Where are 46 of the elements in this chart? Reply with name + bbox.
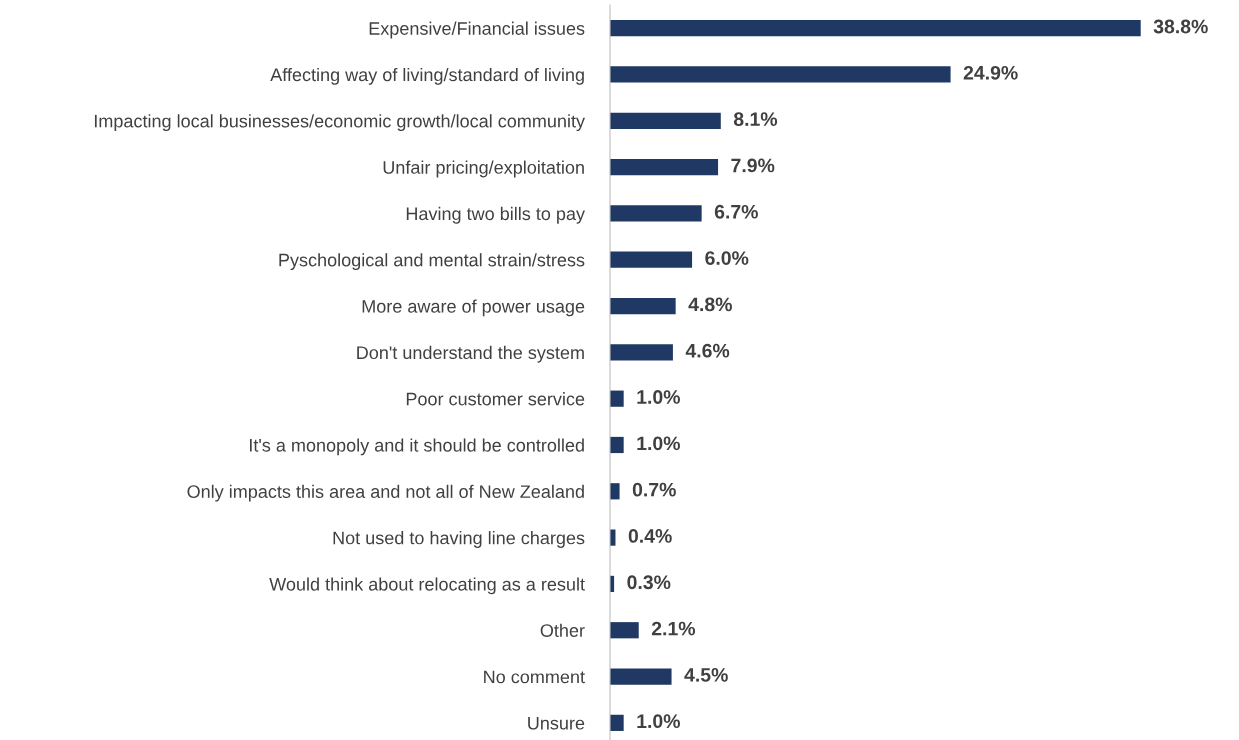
data-label: 2.1% <box>651 621 696 636</box>
y-tick-label: Pyschological and mental strain/stress <box>279 253 585 271</box>
y-tick-label: It's a monopoly and it should be controlled <box>250 438 584 456</box>
data-label: 24.9% <box>963 65 1018 80</box>
data-label: 7.9% <box>731 158 775 173</box>
y-tick-label: Don't understand the system <box>357 345 584 363</box>
bar <box>610 436 624 454</box>
bar <box>610 20 1141 37</box>
bar <box>610 112 721 129</box>
bar <box>610 251 693 268</box>
bar <box>610 158 719 176</box>
bar <box>610 344 673 361</box>
y-tick-label: Other <box>540 623 585 637</box>
data-label: 4.5% <box>684 668 728 682</box>
bar <box>610 66 951 83</box>
bar <box>610 205 702 222</box>
y-tick-label: More aware of power usage <box>362 299 585 317</box>
data-label: 4.6% <box>685 343 730 358</box>
data-label: 1.0% <box>637 436 680 451</box>
y-tick-label: Expensive/Financial issues <box>369 21 585 39</box>
bar <box>610 390 624 407</box>
data-label: 1.0% <box>637 714 680 729</box>
y-tick-label: Unfair pricing/exploitation <box>383 160 584 178</box>
y-tick-label: Having two bills to pay <box>406 206 585 224</box>
data-label: 6.0% <box>705 251 749 265</box>
y-tick-label: Unsure <box>528 716 585 730</box>
data-label: 0.4% <box>628 529 672 543</box>
data-label: 4.8% <box>688 297 732 312</box>
data-label: 0.7% <box>632 482 676 497</box>
data-label: 38.8% <box>1153 19 1208 34</box>
y-tick-label: Not used to having line charges <box>333 531 585 548</box>
bar <box>610 668 672 685</box>
y-tick-label: Would think about relocating as a result <box>269 577 585 595</box>
y-tick-label: Affecting way of living/standard of living <box>270 67 584 85</box>
bar <box>610 483 620 500</box>
y-tick-label: Impacting local businesses/economic growth/local community <box>94 114 585 132</box>
bar <box>610 622 639 639</box>
data-label: 1.0% <box>637 390 680 404</box>
bar <box>610 714 624 731</box>
y-tick-label: No comment <box>484 670 585 684</box>
data-label: 0.3% <box>627 575 671 590</box>
y-tick-label: Only impacts this area and not all of New Zealand <box>187 484 584 502</box>
bar <box>610 297 676 315</box>
y-tick-label: Poor customer service <box>406 392 585 406</box>
data-label: 8.1% <box>733 112 778 126</box>
data-label: 6.7% <box>714 204 758 219</box>
